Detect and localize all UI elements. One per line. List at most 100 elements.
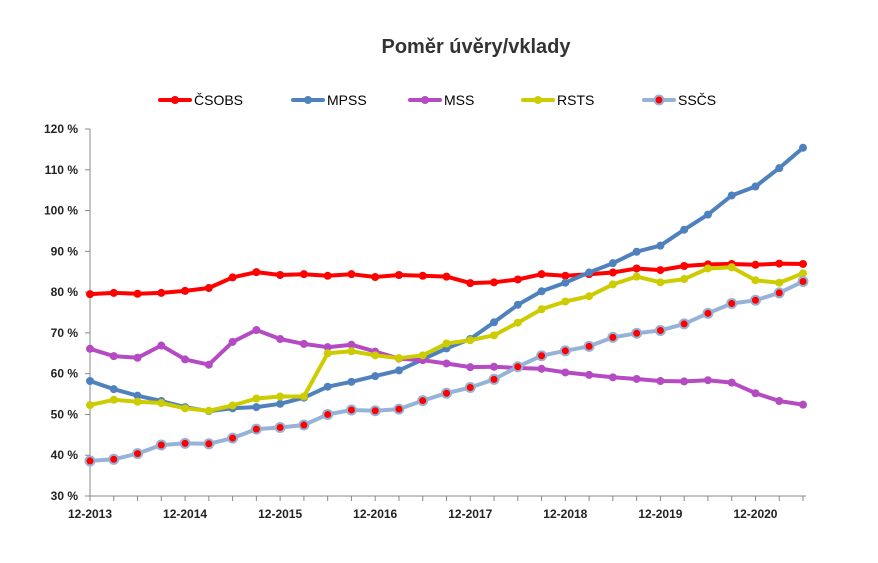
x-tick-label: 12-2016 — [353, 507, 397, 521]
legend-item: ČSOBS — [158, 92, 243, 108]
data-point — [394, 354, 403, 363]
y-tick-label: 90 % — [51, 244, 79, 258]
data-point — [181, 286, 190, 295]
data-point — [490, 278, 499, 287]
data-point — [775, 164, 784, 173]
y-tick-label: 60 % — [51, 367, 79, 381]
data-point — [133, 391, 142, 400]
data-point — [442, 359, 451, 368]
data-point — [466, 279, 475, 288]
data-point — [418, 271, 427, 280]
data-point — [680, 275, 689, 284]
data-point — [86, 290, 94, 299]
data-point — [276, 335, 285, 344]
chart-title: Poměr úvěry/vklady — [382, 36, 572, 58]
data-point — [536, 350, 548, 362]
data-point — [775, 396, 784, 405]
data-point — [157, 288, 166, 297]
data-point — [86, 401, 94, 410]
legend-marker — [653, 94, 665, 106]
data-point — [323, 271, 332, 280]
data-point — [394, 270, 403, 279]
data-point — [585, 370, 594, 379]
data-point — [133, 397, 142, 406]
data-point — [561, 297, 570, 306]
legend-label: RSTS — [557, 92, 594, 108]
data-point — [108, 453, 120, 465]
data-point — [252, 403, 261, 412]
data-point — [537, 270, 546, 279]
data-point — [250, 423, 262, 435]
data-point — [490, 362, 499, 371]
x-tick-label: 12-2017 — [448, 507, 492, 521]
data-point — [276, 392, 285, 401]
data-point — [799, 400, 807, 409]
y-tick-label: 50 % — [51, 407, 79, 421]
x-tick-label: 12-2019 — [638, 507, 682, 521]
data-point — [775, 278, 784, 287]
data-point — [203, 438, 215, 450]
data-point — [537, 305, 546, 314]
series-layer — [84, 143, 809, 467]
data-point — [417, 395, 429, 407]
data-point — [751, 182, 760, 191]
data-point — [608, 259, 617, 268]
data-point — [181, 404, 190, 413]
legend-item: MSS — [408, 92, 474, 108]
data-point — [726, 298, 738, 310]
data-point — [371, 351, 380, 360]
legend-item: RSTS — [521, 92, 594, 108]
data-point — [702, 307, 714, 319]
data-point — [133, 289, 142, 298]
data-point — [298, 419, 310, 431]
data-point — [347, 270, 356, 279]
data-point — [513, 318, 522, 327]
data-point — [632, 264, 641, 273]
data-point — [680, 377, 689, 386]
data-point — [228, 337, 237, 346]
data-point — [656, 278, 665, 287]
data-point — [632, 374, 641, 383]
data-point — [132, 448, 144, 460]
data-point — [442, 339, 451, 348]
legend-label: SSČS — [678, 92, 716, 108]
data-point — [632, 247, 641, 256]
data-point — [204, 284, 213, 293]
data-point — [608, 268, 617, 277]
data-point — [466, 363, 475, 372]
data-point — [347, 347, 356, 356]
data-point — [228, 401, 237, 410]
data-point — [656, 266, 665, 275]
data-point — [393, 403, 405, 415]
data-point — [276, 399, 285, 408]
data-point — [583, 340, 595, 352]
x-tick-label: 12-2013 — [68, 507, 112, 521]
data-point — [274, 421, 286, 433]
legend-marker — [534, 96, 542, 104]
data-point — [157, 399, 166, 408]
series-3 — [86, 263, 807, 415]
data-point — [585, 292, 594, 301]
data-point — [84, 455, 96, 467]
data-point — [299, 392, 308, 401]
data-point — [299, 339, 308, 348]
data-point — [109, 352, 118, 361]
data-point — [513, 275, 522, 284]
data-point — [751, 389, 760, 398]
data-point — [299, 270, 308, 279]
data-point — [86, 344, 94, 353]
data-point — [749, 294, 761, 306]
data-point — [678, 318, 690, 330]
data-point — [537, 287, 546, 296]
data-point — [585, 268, 594, 277]
data-point — [775, 259, 784, 268]
x-tick-label: 12-2020 — [733, 507, 777, 521]
series-4 — [84, 276, 809, 467]
data-point — [109, 288, 118, 297]
data-point — [751, 276, 760, 285]
data-point — [656, 241, 665, 250]
data-point — [323, 343, 332, 352]
data-point — [109, 385, 118, 394]
data-point — [490, 331, 499, 340]
data-point — [464, 382, 476, 394]
